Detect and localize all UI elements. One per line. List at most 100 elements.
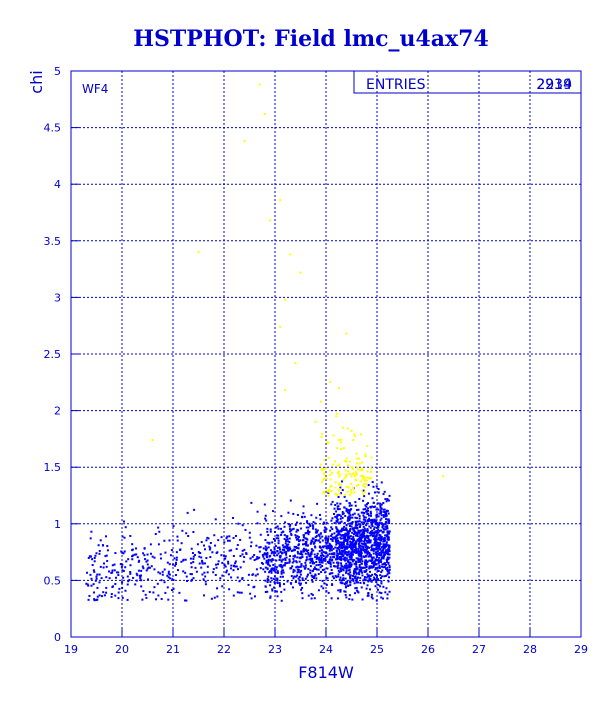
series-blue-point: [281, 569, 284, 572]
series-blue-point: [144, 593, 147, 596]
series-blue-point: [356, 509, 359, 512]
series-blue-point: [297, 543, 300, 546]
series-yellow-point: [363, 491, 366, 494]
series-blue-point: [180, 542, 183, 545]
series-blue-point: [384, 498, 387, 501]
series-blue-point: [291, 528, 294, 531]
series-blue-point: [277, 546, 280, 549]
series-blue-point: [385, 514, 388, 517]
series-blue-point: [333, 577, 336, 580]
series-blue-point: [365, 509, 368, 512]
series-blue-point: [324, 556, 327, 559]
series-blue-point: [381, 526, 384, 529]
series-blue-point: [149, 543, 152, 546]
series-blue-point: [387, 569, 390, 572]
series-blue-point: [202, 544, 205, 547]
series-blue-point: [382, 523, 385, 526]
series-blue-point: [269, 528, 272, 531]
series-yellow-point: [314, 420, 317, 423]
series-blue-point: [289, 555, 292, 558]
series-blue-point: [357, 558, 360, 561]
series-blue-point: [106, 559, 109, 562]
series-blue-point: [349, 516, 352, 519]
series-blue-point: [136, 574, 139, 577]
series-blue-point: [305, 541, 308, 544]
series-yellow-point: [338, 386, 341, 389]
series-blue-point: [292, 577, 295, 580]
series-blue-point: [339, 553, 342, 556]
series-blue-point: [318, 558, 321, 561]
series-yellow-point: [358, 462, 361, 465]
series-yellow-point: [355, 473, 358, 476]
series-blue-point: [388, 519, 391, 522]
series-yellow-point: [341, 426, 344, 429]
series-blue-point: [341, 513, 344, 516]
series-blue-point: [305, 526, 308, 529]
series-blue-point: [336, 515, 339, 518]
series-blue-point: [336, 502, 339, 505]
series-blue-point: [333, 553, 336, 556]
series-blue-point: [346, 553, 349, 556]
series-blue-point: [314, 531, 317, 534]
series-blue-point: [241, 524, 244, 527]
series-blue-point: [358, 565, 361, 568]
series-blue-point: [337, 495, 340, 498]
series-blue-point: [355, 551, 358, 554]
series-blue-point: [326, 561, 329, 564]
series-blue-point: [131, 558, 134, 561]
series-blue-point: [323, 545, 326, 548]
series-blue-point: [266, 581, 269, 584]
series-blue-point: [355, 586, 358, 589]
series-blue-point: [370, 580, 373, 583]
series-blue-point: [319, 546, 322, 549]
series-yellow-point: [336, 446, 339, 449]
series-blue-point: [310, 550, 313, 553]
series-blue-point: [343, 521, 346, 524]
series-blue-point: [384, 525, 387, 528]
series-yellow-point: [320, 463, 323, 466]
series-blue-point: [304, 561, 307, 564]
series-blue-point: [167, 598, 170, 601]
series-blue-point: [345, 545, 348, 548]
series-blue-point: [232, 554, 235, 557]
series-blue-point: [341, 510, 344, 513]
series-blue-point: [306, 520, 309, 523]
series-blue-point: [367, 492, 370, 495]
series-blue-point: [124, 589, 127, 592]
series-blue-point: [367, 538, 370, 541]
series-blue-point: [340, 541, 343, 544]
series-blue-point: [280, 590, 283, 593]
series-blue-point: [283, 537, 286, 540]
series-blue-point: [100, 577, 103, 580]
series-yellow-point: [343, 460, 346, 463]
series-blue-point: [180, 560, 183, 563]
series-blue-point: [382, 530, 385, 533]
series-blue-point: [366, 528, 369, 531]
series-blue-point: [103, 562, 106, 565]
series-blue-point: [272, 577, 275, 580]
series-blue-point: [295, 566, 298, 569]
series-blue-point: [259, 546, 262, 549]
series-blue-point: [235, 547, 238, 550]
series-blue-point: [363, 495, 366, 498]
series-blue-point: [249, 592, 252, 595]
series-blue-point: [328, 552, 331, 555]
series-blue-point: [242, 560, 245, 563]
series-blue-point: [348, 535, 351, 538]
series-blue-point: [381, 565, 384, 568]
series-blue-point: [358, 515, 361, 518]
series-blue-point: [337, 508, 340, 511]
series-yellow-point: [347, 486, 350, 489]
series-blue-point: [371, 573, 374, 576]
series-blue-point: [382, 527, 385, 530]
series-blue-point: [126, 575, 129, 578]
series-blue-point: [362, 549, 365, 552]
series-blue-point: [351, 545, 354, 548]
series-blue-point: [329, 561, 332, 564]
series-blue-point: [364, 519, 367, 522]
series-blue-point: [367, 507, 370, 510]
series-blue-point: [329, 529, 332, 532]
series-blue-point: [286, 580, 289, 583]
series-blue-point: [352, 546, 355, 549]
series-yellow-point: [345, 473, 348, 476]
